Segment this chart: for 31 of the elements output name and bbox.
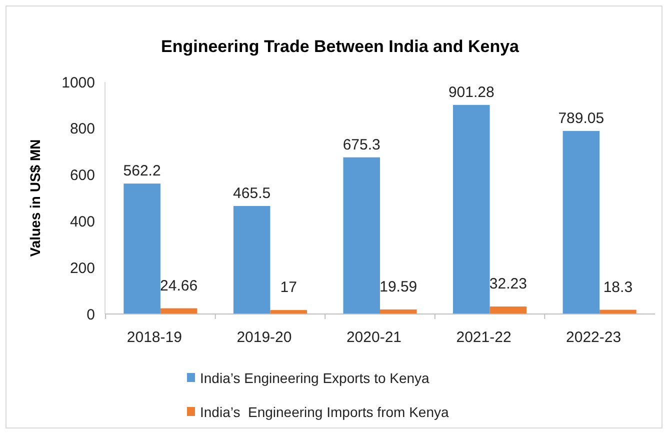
x-tick-label: 2022-23 [566,329,622,346]
data-label: 17 [280,279,297,296]
x-tick-label: 2019-20 [236,329,292,346]
x-tick-label: 2021-22 [456,329,512,346]
bar [490,306,527,314]
y-axis-title: Values in US$ MN [27,139,43,257]
legend-label: India’s Engineering Exports to Kenya [200,370,430,386]
data-label: 789.05 [558,110,604,127]
x-tick-label: 2020-21 [346,329,402,346]
y-tick-label: 1000 [62,74,95,92]
y-tick-label: 200 [70,260,95,277]
bar [343,157,380,314]
data-label: 19.59 [380,278,418,296]
data-label: 465.5 [233,185,271,202]
bar [453,104,490,314]
data-label: 32.23 [489,276,527,293]
data-label: 18.3 [603,278,633,296]
bar [562,130,600,314]
data-label: 562.2 [123,162,161,180]
y-tick-label: 400 [70,213,95,230]
data-label: 901.28 [448,84,494,101]
bar [124,184,160,314]
y-tick-label: 800 [70,120,95,138]
bar [233,206,270,314]
x-tick-label: 2018-19 [126,329,182,346]
y-tick-label: 600 [70,167,95,184]
chart-title: Engineering Trade Between India and Kenya [160,37,520,56]
legend-label: India’s Engineering Imports from Kenya [200,404,449,420]
data-label: 24.66 [160,277,198,294]
data-label: 675.3 [342,136,380,154]
y-tick-label: 0 [86,306,95,324]
